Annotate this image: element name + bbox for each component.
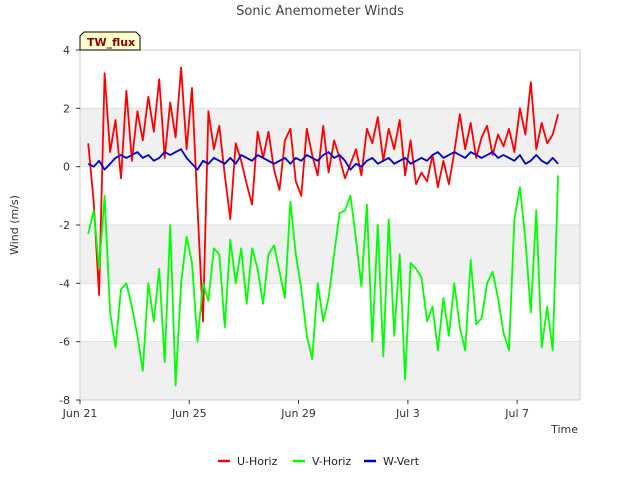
legend-label: W-Vert [383, 455, 420, 468]
chart-title: Sonic Anemometer Winds [236, 4, 404, 19]
series-line-u-horiz [87, 66, 559, 323]
series-line-v-horiz [87, 175, 559, 387]
site-badge: TW_flux [79, 31, 141, 51]
x-tick-label: Jun 21 [62, 407, 98, 420]
x-axis: Jun 21 Jun 25 Jun 29 Jul 3 Jul 7 [62, 400, 529, 420]
y-tick-label: -8 [59, 394, 70, 407]
y-axis-label: Wind (m/s) [8, 195, 21, 255]
y-tick-label: -6 [59, 336, 70, 349]
legend-label: V-Horiz [312, 455, 351, 468]
series-line-w-vert [87, 148, 559, 171]
x-tick-label: Jun 25 [171, 407, 207, 420]
legend-label: U-Horiz [237, 455, 278, 468]
grid-band [80, 341, 580, 400]
x-tick-label: Jun 29 [280, 407, 316, 420]
y-tick-label: 4 [63, 44, 70, 57]
y-tick-label: 2 [63, 102, 70, 115]
y-tick-label: -2 [59, 219, 70, 232]
y-axis: -8 -6 -4 -2 0 2 4 [59, 44, 80, 407]
series-layer [87, 66, 559, 387]
x-tick-label: Jul 7 [504, 407, 529, 420]
badge-label: TW_flux [87, 36, 135, 49]
grid-band [80, 225, 580, 284]
x-axis-label: Time [550, 423, 578, 436]
x-tick-label: Jul 3 [395, 407, 420, 420]
legend: U-Horiz V-Horiz W-Vert [218, 455, 420, 468]
y-tick-label: -4 [59, 277, 70, 290]
badge-shape [79, 31, 141, 51]
y-tick-label: 0 [63, 161, 70, 174]
